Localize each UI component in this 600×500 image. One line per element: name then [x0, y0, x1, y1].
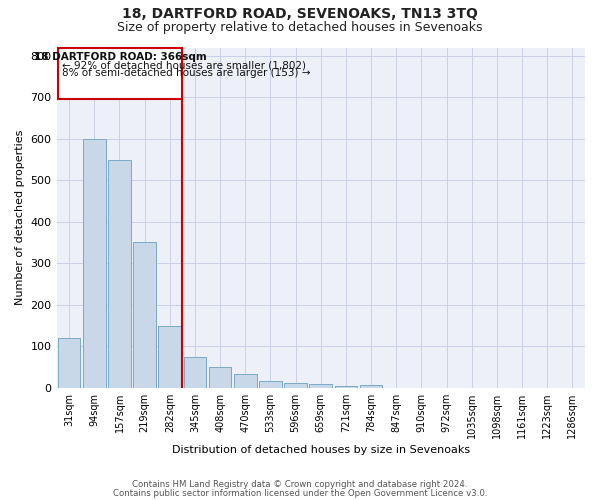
Y-axis label: Number of detached properties: Number of detached properties [15, 130, 25, 306]
Text: Size of property relative to detached houses in Sevenoaks: Size of property relative to detached ho… [117, 21, 483, 34]
Bar [335, 386, 357, 388]
Bar [310, 384, 332, 388]
Bar [58, 338, 80, 388]
Text: Contains public sector information licensed under the Open Government Licence v3: Contains public sector information licen… [113, 489, 487, 498]
Text: ← 92% of detached houses are smaller (1,802): ← 92% of detached houses are smaller (1,… [62, 61, 305, 71]
Bar [184, 356, 206, 388]
Bar [133, 242, 156, 388]
Bar [284, 382, 307, 388]
Bar [259, 382, 282, 388]
Bar [83, 139, 106, 388]
Text: 8% of semi-detached houses are larger (153) →: 8% of semi-detached houses are larger (1… [62, 68, 310, 78]
Bar [108, 160, 131, 388]
X-axis label: Distribution of detached houses by size in Sevenoaks: Distribution of detached houses by size … [172, 445, 470, 455]
Bar [360, 385, 382, 388]
FancyBboxPatch shape [58, 48, 182, 98]
Bar [158, 326, 181, 388]
Bar [234, 374, 257, 388]
Text: 18 DARTFORD ROAD: 366sqm: 18 DARTFORD ROAD: 366sqm [34, 52, 206, 62]
Text: 18, DARTFORD ROAD, SEVENOAKS, TN13 3TQ: 18, DARTFORD ROAD, SEVENOAKS, TN13 3TQ [122, 8, 478, 22]
Text: Contains HM Land Registry data © Crown copyright and database right 2024.: Contains HM Land Registry data © Crown c… [132, 480, 468, 489]
Bar [209, 367, 232, 388]
